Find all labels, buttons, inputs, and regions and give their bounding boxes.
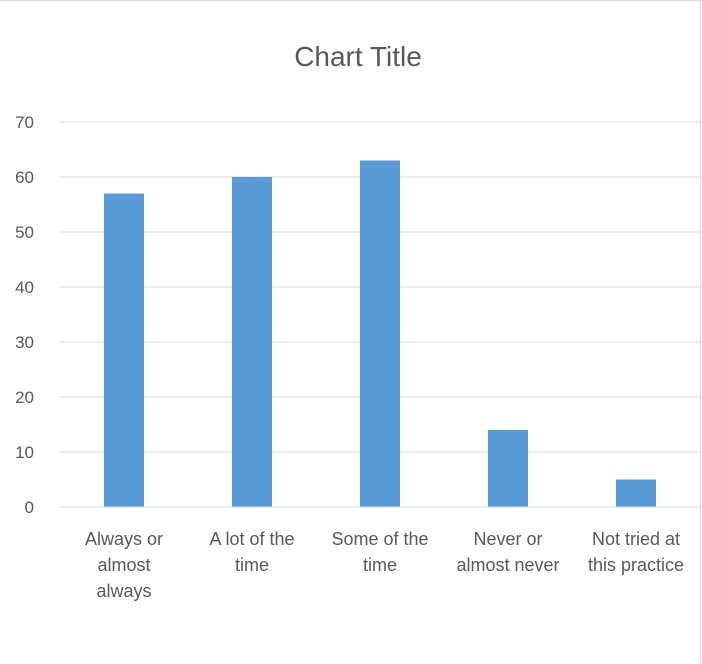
- y-tick-label: 40: [15, 278, 34, 297]
- y-tick-label: 10: [15, 443, 34, 462]
- x-tick-label-line: this practice: [588, 555, 684, 575]
- y-axis-ticks: 0 10 20 30 40 50 60 70: [15, 113, 34, 517]
- y-tick-label: 60: [15, 168, 34, 187]
- chart-title: Chart Title: [294, 41, 422, 72]
- x-tick-label-line: always: [96, 581, 151, 601]
- x-category-label: A lot of the time: [209, 529, 294, 575]
- bars: [104, 160, 656, 507]
- x-category-label: Always or almost always: [85, 529, 163, 601]
- bar: [360, 160, 400, 507]
- x-tick-label-line: Always or: [85, 529, 163, 549]
- y-tick-label: 0: [25, 498, 34, 517]
- x-category-label: Some of the time: [331, 529, 428, 575]
- bar: [104, 193, 144, 507]
- x-category-label: Never or almost never: [456, 529, 559, 575]
- x-tick-label-line: A lot of the: [209, 529, 294, 549]
- y-tick-label: 20: [15, 388, 34, 407]
- x-tick-label-line: Not tried at: [592, 529, 680, 549]
- y-tick-label: 70: [15, 113, 34, 132]
- x-tick-label-line: time: [235, 555, 269, 575]
- y-tick-label: 30: [15, 333, 34, 352]
- x-tick-label-line: Some of the: [331, 529, 428, 549]
- bar: [232, 177, 272, 507]
- x-tick-label-line: almost never: [456, 555, 559, 575]
- bar: [616, 479, 656, 507]
- x-tick-label-line: Never or: [473, 529, 542, 549]
- y-tick-label: 50: [15, 223, 34, 242]
- bar: [488, 430, 528, 507]
- x-tick-label-line: almost: [97, 555, 150, 575]
- x-category-label: Not tried at this practice: [588, 529, 684, 575]
- x-tick-label-line: time: [363, 555, 397, 575]
